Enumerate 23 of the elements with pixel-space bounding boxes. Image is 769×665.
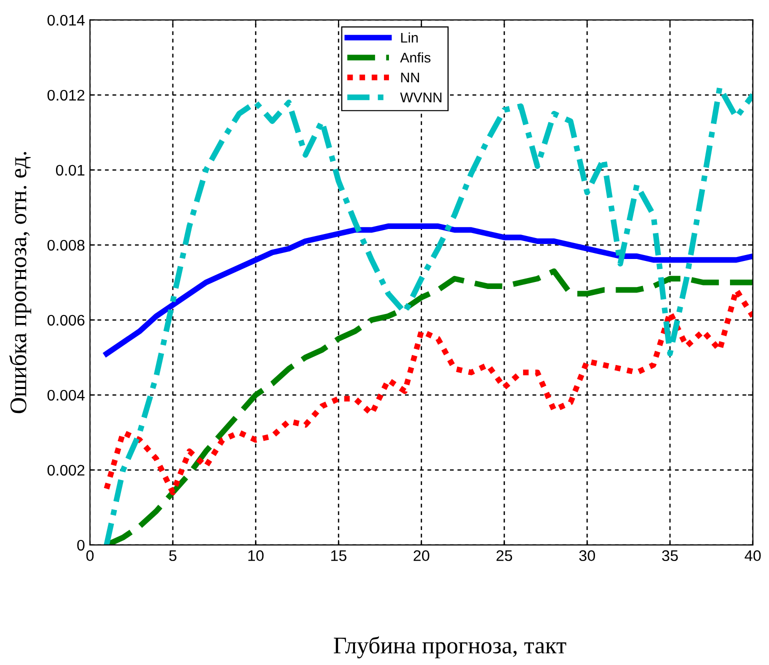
- legend-label: Anfis: [400, 52, 430, 63]
- y-tick-label: 0: [77, 540, 85, 551]
- y-tick-label: 0.01: [56, 164, 84, 176]
- x-tick-label: 30: [579, 550, 596, 562]
- y-tick-label: 0.008: [47, 240, 84, 251]
- x-tick-label: 35: [662, 550, 678, 562]
- x-tick-label: 25: [496, 550, 512, 562]
- legend-label: NN: [401, 72, 419, 82]
- x-tick-label: 5: [169, 550, 176, 562]
- legend-label: Lin: [401, 32, 418, 43]
- x-axis-title: Глубина прогноза, такт: [334, 636, 566, 658]
- y-tick-label: 0.002: [47, 464, 84, 476]
- x-tick-label: 0: [86, 550, 94, 562]
- x-tick-label: 20: [414, 550, 430, 562]
- legend-label: WVNN: [400, 92, 442, 102]
- x-tick-label: 15: [331, 550, 346, 562]
- y-tick-label: 0.014: [47, 14, 85, 26]
- x-tick-label: 40: [744, 550, 761, 562]
- y-tick-label: 0.004: [47, 390, 85, 401]
- y-axis-title: Ошибка прогноза, отн. ед.: [9, 152, 32, 414]
- y-tick-label: 0.006: [47, 314, 84, 326]
- x-tick-label: 10: [248, 550, 264, 562]
- y-tick-label: 0.012: [47, 90, 84, 101]
